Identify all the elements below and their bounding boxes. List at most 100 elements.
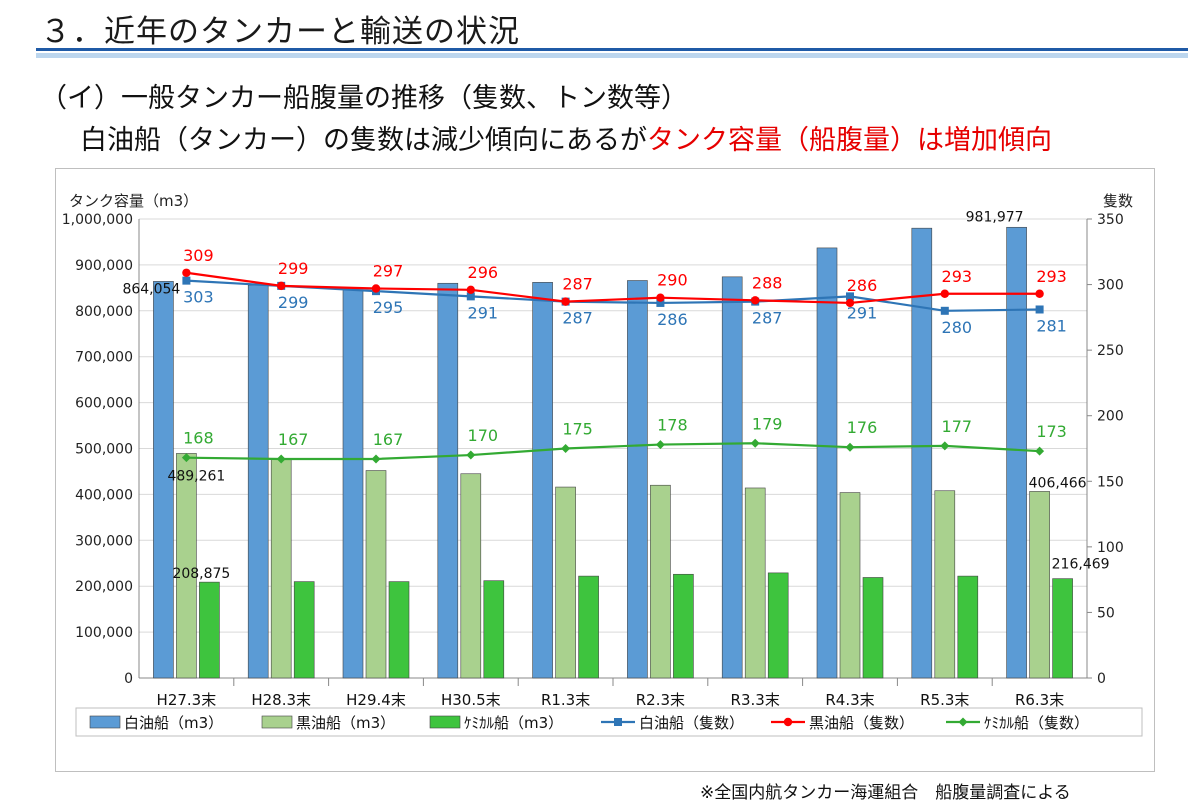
line-value-label: 290 bbox=[657, 271, 688, 290]
line-point-2 bbox=[1035, 446, 1045, 456]
legend-label: 白油船（隻数） bbox=[639, 714, 744, 732]
line-value-label: 287 bbox=[752, 309, 783, 328]
x-tick-label: R5.3末 bbox=[920, 691, 969, 709]
line-value-label: 175 bbox=[562, 420, 593, 439]
bar-series-1 bbox=[555, 486, 576, 679]
bar-series-2 bbox=[1052, 578, 1073, 679]
x-tick-label: R1.3末 bbox=[541, 691, 590, 709]
line-point-2 bbox=[466, 450, 476, 460]
line-point-0 bbox=[846, 292, 854, 301]
line-point-1 bbox=[1035, 289, 1044, 298]
legend-swatch-marker bbox=[783, 717, 793, 727]
y-right-tick-label: 250 bbox=[1097, 343, 1124, 359]
line-series-2 bbox=[186, 442, 1040, 461]
x-tick-label: R3.3末 bbox=[731, 691, 780, 709]
bar-value-label: 406,466 bbox=[1029, 475, 1087, 491]
line-point-0 bbox=[182, 276, 191, 285]
x-tick-label: R2.3末 bbox=[636, 691, 685, 709]
line-point-0 bbox=[466, 292, 475, 301]
y-right-axis-title: 隻数 bbox=[1103, 192, 1133, 210]
y-right-tick-label: 150 bbox=[1097, 474, 1124, 490]
legend-label: 白油船（m3） bbox=[124, 714, 223, 732]
y-right-tick-label: 100 bbox=[1097, 540, 1124, 556]
bar-series-0 bbox=[437, 282, 459, 679]
y-left-tick-label: 500,000 bbox=[75, 442, 133, 458]
line-value-label: 296 bbox=[468, 263, 499, 282]
line-value-label: 291 bbox=[468, 303, 499, 322]
bar-series-1 bbox=[365, 470, 387, 679]
x-tick-label: R6.3末 bbox=[1015, 691, 1064, 709]
x-tick-label: H28.3末 bbox=[251, 691, 311, 709]
bar-series-2 bbox=[388, 581, 410, 679]
x-tick-label: H30.5末 bbox=[441, 691, 501, 709]
line-value-label: 299 bbox=[278, 259, 309, 278]
line-point-1 bbox=[277, 281, 286, 291]
line-point-0 bbox=[1035, 305, 1044, 314]
line-value-label: 297 bbox=[373, 262, 404, 281]
y-right-tick-label: 0 bbox=[1097, 671, 1106, 687]
bar-series-2 bbox=[293, 581, 315, 679]
bar-value-label: 864,054 bbox=[122, 281, 180, 297]
y-left-tick-label: 300,000 bbox=[75, 533, 133, 549]
line-value-label: 179 bbox=[752, 414, 783, 433]
line-value-label: 309 bbox=[183, 246, 214, 265]
line-value-label: 287 bbox=[562, 275, 593, 294]
bar-series-0 bbox=[911, 227, 933, 679]
y-left-tick-label: 700,000 bbox=[75, 350, 133, 366]
bar-series-2 bbox=[767, 572, 789, 679]
legend-swatch-marker bbox=[958, 717, 968, 727]
line-value-label: 167 bbox=[278, 430, 309, 449]
x-tick-label: H29.4末 bbox=[346, 691, 406, 709]
y-left-tick-label: 800,000 bbox=[75, 304, 133, 320]
bar-value-label: 208,875 bbox=[172, 566, 230, 582]
legend-label: 黒油船（m3） bbox=[296, 714, 395, 732]
y-left-tick-label: 1,000,000 bbox=[62, 212, 133, 228]
line-value-label: 167 bbox=[373, 430, 404, 449]
bar-series-0 bbox=[721, 276, 743, 679]
bar-series-0 bbox=[342, 289, 364, 679]
bar-series-2 bbox=[483, 580, 505, 679]
bar-series-0 bbox=[153, 281, 174, 679]
y-left-tick-label: 900,000 bbox=[75, 258, 133, 274]
line-value-label: 288 bbox=[752, 273, 783, 292]
line-point-1 bbox=[182, 268, 191, 277]
x-tick-label: R4.3末 bbox=[825, 691, 874, 709]
bar-series-0 bbox=[1006, 226, 1027, 679]
section-subtitle: （イ）一般タンカー船腹量の推移（隻数、トン数等） bbox=[40, 83, 688, 114]
legend-swatch bbox=[261, 715, 293, 729]
line-point-1 bbox=[656, 293, 665, 302]
line-point-1 bbox=[751, 296, 760, 305]
line-point-1 bbox=[940, 289, 949, 298]
line-value-label: 170 bbox=[468, 426, 499, 445]
lead-prefix: 白油船（タンカー）の隻数は減少傾向にあるが bbox=[80, 125, 647, 156]
bar-series-1 bbox=[744, 487, 766, 679]
line-point-2 bbox=[371, 454, 381, 464]
combo-chart: 0 100,000 200,000 300,000 400,000 500,000 600,… bbox=[62, 192, 1143, 737]
legend-swatch-marker bbox=[614, 718, 622, 726]
bar-value-label: 216,469 bbox=[1052, 557, 1110, 573]
line-point-1 bbox=[845, 298, 855, 308]
line-point-2 bbox=[276, 454, 286, 464]
legend-swatch bbox=[89, 715, 121, 729]
line-point-2 bbox=[561, 444, 571, 453]
legend-swatch bbox=[429, 715, 461, 729]
lead-statement: 白油船（タンカー）の隻数は減少傾向にあるがタンク容量（船腹量）は増加傾向 bbox=[80, 118, 1052, 157]
legend-label: 黒油船（隻数） bbox=[809, 714, 914, 732]
line-value-label: 177 bbox=[942, 417, 973, 436]
bar-series-0 bbox=[816, 247, 838, 679]
source-note: ※全国内航タンカー海運組合 船腹量調査による bbox=[700, 783, 1071, 803]
bar-series-2 bbox=[673, 573, 694, 679]
bar-series-1 bbox=[839, 492, 861, 679]
line-series-1 bbox=[186, 271, 1040, 305]
legend-label: ｹﾐｶﾙ船（m3） bbox=[464, 714, 563, 732]
bar-value-label: 981,977 bbox=[966, 209, 1024, 225]
x-tick-label: H27.3末 bbox=[157, 691, 217, 709]
y-left-tick-label: 100,000 bbox=[75, 625, 133, 641]
line-point-2 bbox=[845, 442, 855, 452]
y-left-tick-label: 600,000 bbox=[75, 396, 133, 412]
bar-series-1 bbox=[460, 473, 482, 679]
line-point-2 bbox=[750, 438, 760, 448]
line-point-0 bbox=[940, 306, 949, 315]
line-value-label: 295 bbox=[373, 298, 404, 317]
title-rule-accent bbox=[36, 53, 1188, 58]
